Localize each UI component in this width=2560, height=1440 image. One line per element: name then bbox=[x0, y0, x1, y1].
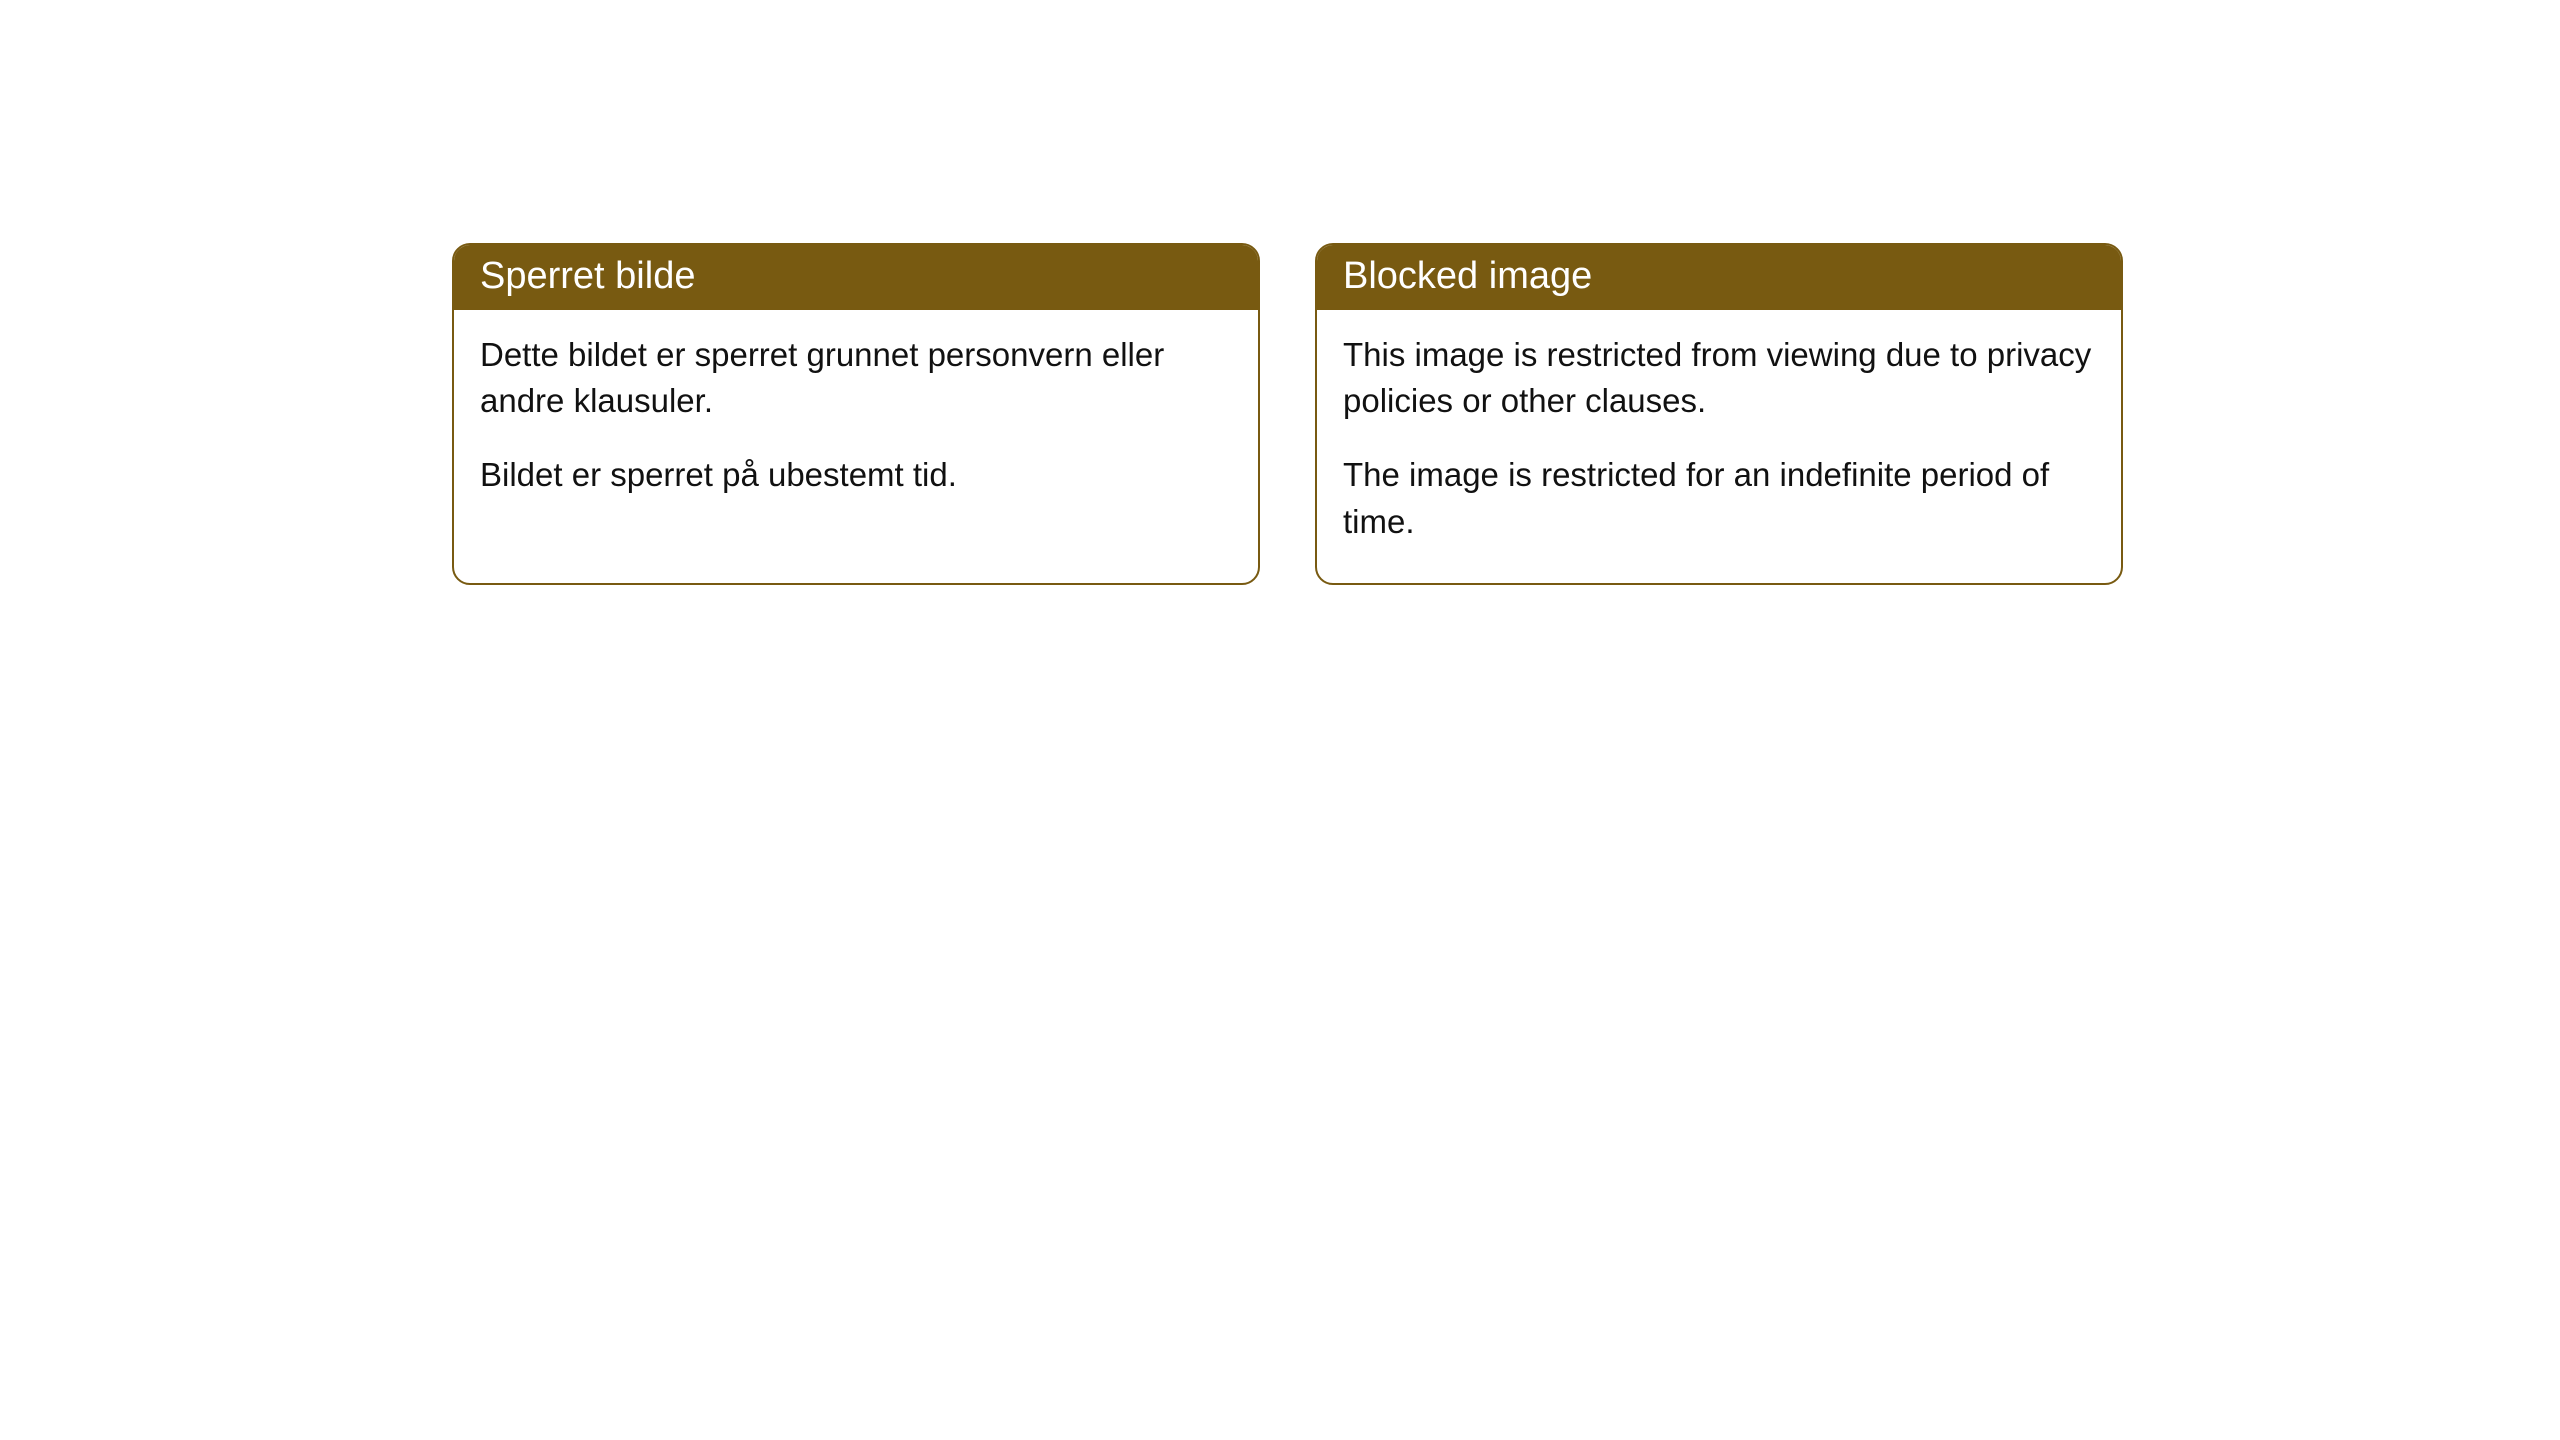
card-paragraph: Dette bildet er sperret grunnet personve… bbox=[480, 332, 1232, 424]
card-paragraph: Bildet er sperret på ubestemt tid. bbox=[480, 452, 1232, 498]
card-paragraph: The image is restricted for an indefinit… bbox=[1343, 452, 2095, 544]
card-english: Blocked image This image is restricted f… bbox=[1315, 243, 2123, 585]
card-norwegian: Sperret bilde Dette bildet er sperret gr… bbox=[452, 243, 1260, 585]
card-header-english: Blocked image bbox=[1317, 245, 2121, 310]
card-body-english: This image is restricted from viewing du… bbox=[1317, 310, 2121, 583]
card-paragraph: This image is restricted from viewing du… bbox=[1343, 332, 2095, 424]
card-header-norwegian: Sperret bilde bbox=[454, 245, 1258, 310]
cards-container: Sperret bilde Dette bildet er sperret gr… bbox=[452, 243, 2123, 585]
card-body-norwegian: Dette bildet er sperret grunnet personve… bbox=[454, 310, 1258, 537]
